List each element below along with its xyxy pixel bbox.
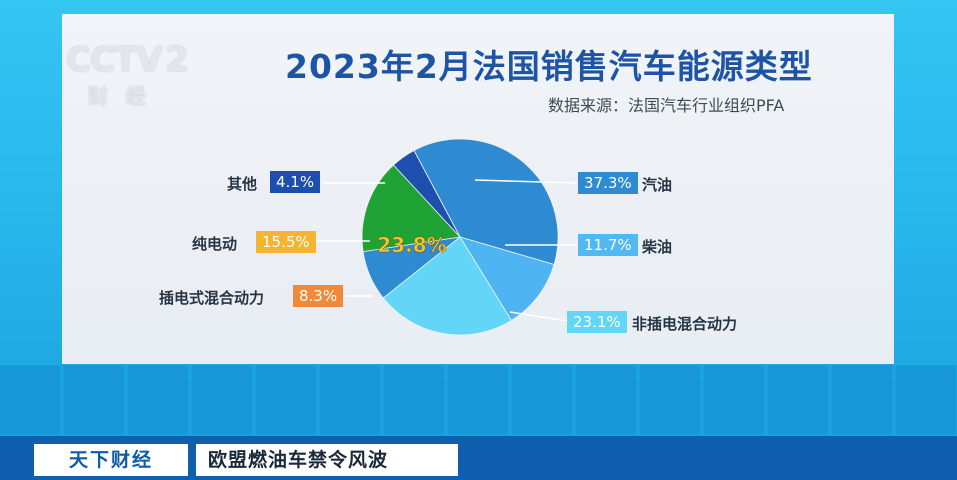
pie-slice-2 xyxy=(382,236,512,336)
slice-name-5: 其他 xyxy=(227,175,258,193)
slice-name-1: 柴油 xyxy=(642,238,673,256)
pie-slice-5 xyxy=(392,149,461,238)
slice-value-0: 37.3% xyxy=(578,172,638,194)
channel-logo: CCTV 2 财经 xyxy=(66,40,189,108)
slice-value-3: 8.3% xyxy=(293,285,344,307)
leader-line-0 xyxy=(474,179,579,184)
slice-value-5: 4.1% xyxy=(270,171,321,193)
slice-name-4: 纯电动 xyxy=(192,235,238,253)
background-stripes xyxy=(0,365,957,435)
headline-tag: 欧盟燃油车禁令风波 xyxy=(196,444,458,476)
slice-value-1: 11.7% xyxy=(578,234,638,256)
pie-slice-0 xyxy=(413,138,559,265)
slice-name-3: 插电式混合动力 xyxy=(159,289,265,307)
slice-value-4: 15.5% xyxy=(256,231,316,253)
slice-name-0: 汽油 xyxy=(642,176,673,194)
slice-value-2: 23.1% xyxy=(567,311,627,333)
chart-title: 2023年2月法国销售汽车能源类型 xyxy=(285,47,813,86)
leader-line-2 xyxy=(509,311,568,322)
chart-source: 数据来源：法国汽车行业组织PFA xyxy=(548,96,785,115)
pie-slice-4 xyxy=(361,164,461,253)
slice-name-2: 非插电混合动力 xyxy=(632,315,738,333)
highlight-label: 23.8% xyxy=(377,233,446,257)
pie-slice-1 xyxy=(459,236,555,322)
program-tag: 天下财经 xyxy=(34,444,188,476)
